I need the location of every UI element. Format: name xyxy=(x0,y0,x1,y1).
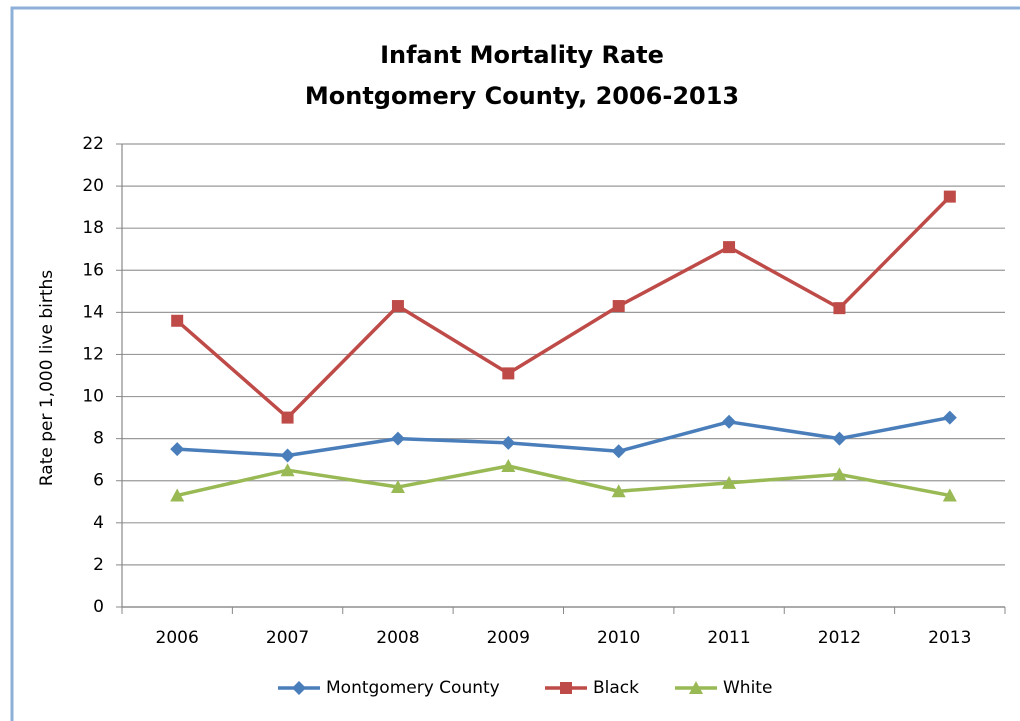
marker xyxy=(612,300,625,313)
marker xyxy=(280,448,295,463)
marker xyxy=(170,488,185,502)
marker xyxy=(832,431,847,446)
marker xyxy=(170,442,185,457)
legend-label: Montgomery County xyxy=(326,678,500,698)
y-axis-label: Rate per 1,000 live births xyxy=(37,270,57,486)
y-tick-label: 20 xyxy=(82,176,104,196)
marker xyxy=(722,414,737,429)
marker xyxy=(943,190,956,203)
marker xyxy=(390,431,405,446)
marker xyxy=(391,300,404,313)
marker xyxy=(560,682,572,694)
marker xyxy=(502,367,515,380)
y-tick-label: 22 xyxy=(82,134,104,154)
x-tick-label: 2008 xyxy=(376,628,419,648)
y-tick-label: 12 xyxy=(82,344,104,364)
y-tick-label: 0 xyxy=(93,597,104,617)
marker xyxy=(611,484,626,498)
y-tick-label: 18 xyxy=(82,218,104,238)
legend-label: Black xyxy=(593,678,639,698)
frame xyxy=(10,6,1020,721)
marker xyxy=(390,480,405,494)
y-tick-label: 8 xyxy=(93,429,104,449)
chart-subtitle: Montgomery County, 2006-2013 xyxy=(305,82,739,110)
marker xyxy=(833,302,846,315)
marker xyxy=(280,463,295,477)
series-line xyxy=(176,464,951,498)
chart-title: Infant Mortality Rate xyxy=(380,41,664,69)
y-tick-label: 10 xyxy=(82,387,104,407)
marker xyxy=(722,475,737,489)
marker xyxy=(171,314,184,327)
series-line xyxy=(176,195,952,420)
marker xyxy=(723,241,736,254)
x-tick-label: 2013 xyxy=(928,628,971,648)
marker xyxy=(689,681,703,694)
x-tick-label: 2007 xyxy=(266,628,309,648)
y-tick-label: 4 xyxy=(93,513,104,533)
y-tick-label: 14 xyxy=(82,302,104,322)
marker xyxy=(611,444,626,459)
x-tick-label: 2012 xyxy=(818,628,861,648)
legend-label: White xyxy=(723,678,772,698)
marker xyxy=(832,467,847,481)
marker xyxy=(501,435,516,450)
marker xyxy=(942,488,957,502)
y-tick-label: 6 xyxy=(93,471,104,491)
series-line xyxy=(177,415,951,458)
marker xyxy=(281,411,294,424)
x-tick-label: 2006 xyxy=(156,628,199,648)
y-tick-label: 16 xyxy=(82,260,104,280)
y-tick-label: 2 xyxy=(93,555,104,575)
x-tick-label: 2011 xyxy=(707,628,750,648)
marker xyxy=(942,410,957,425)
x-tick-label: 2009 xyxy=(487,628,530,648)
x-tick-label: 2010 xyxy=(597,628,640,648)
marker xyxy=(501,458,516,472)
marker xyxy=(292,681,306,695)
